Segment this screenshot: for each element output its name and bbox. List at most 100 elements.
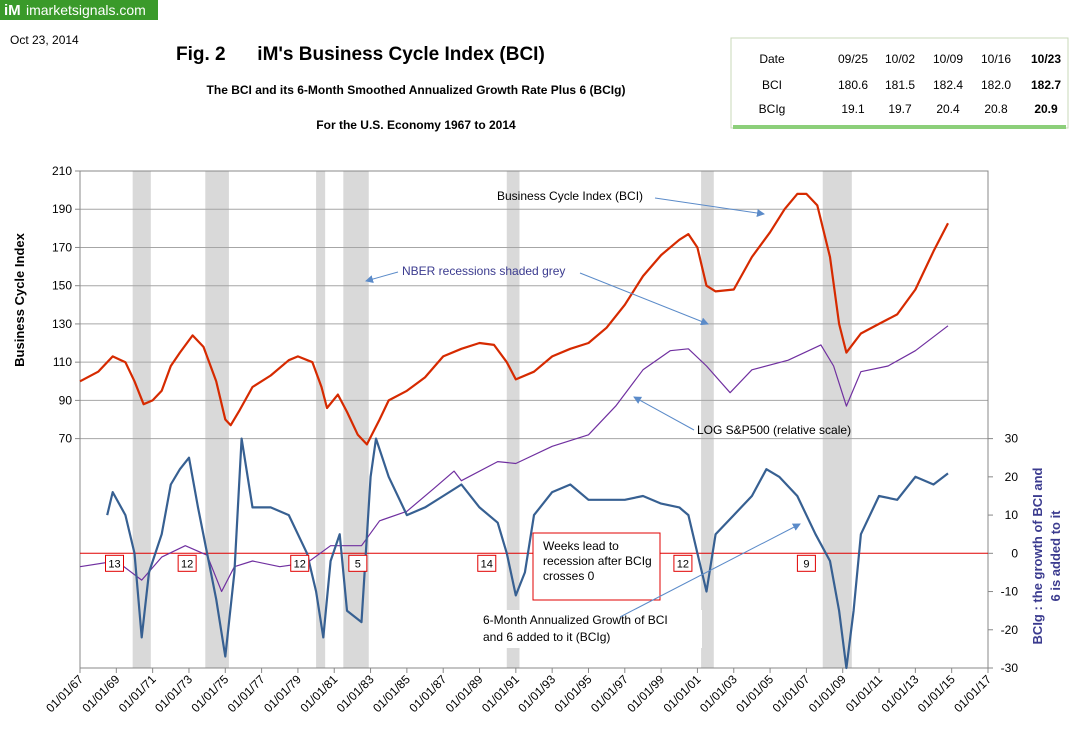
lead-box bbox=[532, 532, 661, 601]
x-tick-label: 01/01/07 bbox=[770, 672, 813, 715]
recession-band bbox=[132, 171, 151, 668]
annotation: Weeks lead to bbox=[543, 539, 619, 553]
x-tick-label: 01/01/77 bbox=[225, 672, 268, 715]
y-tick-label: 90 bbox=[59, 393, 73, 407]
date: Oct 23, 2014 bbox=[10, 33, 79, 47]
x-tick-label: 01/01/13 bbox=[879, 672, 922, 715]
y-tick-label: 190 bbox=[52, 202, 72, 216]
annotation: and 6 added to it (BCIg) bbox=[483, 630, 610, 644]
table-cell: 181.5 bbox=[885, 78, 915, 92]
x-tick-label: 01/01/01 bbox=[661, 672, 704, 715]
table-cell: 182.4 bbox=[933, 78, 963, 92]
lead-label-box bbox=[796, 554, 816, 572]
y2-tick-label: 20 bbox=[1005, 470, 1019, 484]
annotation: crosses 0 bbox=[543, 569, 595, 583]
table-header: Date bbox=[759, 52, 785, 66]
series-line bbox=[106, 437, 949, 670]
recession-band bbox=[506, 171, 520, 668]
recession-band bbox=[205, 171, 229, 668]
arrow bbox=[365, 271, 399, 283]
x-tick-label: 01/01/89 bbox=[443, 672, 486, 715]
y2-tick-label: -10 bbox=[1001, 585, 1019, 599]
table-cell: 182.7 bbox=[1031, 78, 1061, 92]
label-bg bbox=[480, 610, 702, 648]
lead-label: 12 bbox=[181, 558, 193, 570]
recession-band bbox=[316, 171, 326, 668]
table-cell: 20.4 bbox=[936, 102, 960, 116]
arrow bbox=[619, 523, 801, 618]
y-tick-label: 150 bbox=[52, 279, 72, 293]
x-tick-label: 01/01/15 bbox=[915, 672, 958, 715]
y-tick-label: 210 bbox=[52, 164, 72, 178]
annotation: recession after BCIg bbox=[543, 554, 652, 568]
table-header: 10/23 bbox=[1031, 52, 1061, 66]
lead-label-box bbox=[348, 554, 368, 572]
x-tick-label: 01/01/85 bbox=[370, 672, 413, 715]
x-tick-label: 01/01/09 bbox=[806, 672, 849, 715]
lead-label-box bbox=[177, 554, 197, 572]
y2-tick-label: -20 bbox=[1001, 623, 1019, 637]
table-cell: 20.9 bbox=[1034, 102, 1058, 116]
x-tick-label: 01/01/87 bbox=[406, 672, 449, 715]
table-header: 10/09 bbox=[933, 52, 963, 66]
annotation: NBER recessions shaded grey bbox=[402, 264, 565, 278]
x-tick-label: 01/01/91 bbox=[479, 672, 522, 715]
annotations: Business Cycle Index (BCI) NBER recessio… bbox=[365, 189, 851, 648]
recession-band bbox=[701, 171, 714, 668]
logo-mark: iM bbox=[4, 2, 21, 19]
x-tick-label: 01/01/75 bbox=[188, 672, 231, 715]
x-tick-label: 01/01/67 bbox=[43, 672, 86, 715]
y-tick-label: 70 bbox=[59, 432, 73, 446]
lead-label: 9 bbox=[803, 558, 809, 570]
table-cell: 182.0 bbox=[981, 78, 1011, 92]
logo-bg bbox=[0, 0, 158, 20]
lead-label: 14 bbox=[481, 558, 493, 570]
x-tick-label: 01/01/95 bbox=[552, 672, 595, 715]
lead-label: 13 bbox=[108, 558, 120, 570]
arrow bbox=[579, 272, 709, 326]
table-cell: BCIg bbox=[759, 102, 786, 116]
x-tick-label: 01/01/03 bbox=[697, 672, 740, 715]
table: Date 09/25 10/02 10/09 10/16 10/23 BCI 180.6 181… bbox=[759, 52, 1062, 116]
x-tick-label: 01/01/11 bbox=[843, 672, 886, 715]
subtitle: The BCI and its 6-Month Smoothed Annuali… bbox=[207, 83, 626, 97]
table-cell: 180.6 bbox=[838, 78, 868, 92]
table-cell: 20.8 bbox=[984, 102, 1008, 116]
annotation: 6-Month Annualized Growth of BCI bbox=[483, 613, 668, 627]
y2-tick-label: 10 bbox=[1005, 508, 1019, 522]
table-cell: 19.1 bbox=[841, 102, 865, 116]
x-tick-label: 01/01/71 bbox=[116, 672, 159, 715]
annotation: LOG S&P500 (relative scale) bbox=[697, 423, 851, 437]
y-tick-label: 130 bbox=[52, 317, 72, 331]
lead-label-box bbox=[673, 554, 693, 572]
table-header: 09/25 bbox=[838, 52, 868, 66]
table-cell: 19.7 bbox=[888, 102, 912, 116]
x-tick-label: 01/01/99 bbox=[624, 672, 667, 715]
table-header: 10/16 bbox=[981, 52, 1011, 66]
y-tick-label: 110 bbox=[53, 355, 72, 369]
y2-axis-label: 6 is added to it bbox=[1048, 510, 1063, 602]
table-box bbox=[730, 37, 1069, 129]
lead-label-box bbox=[290, 554, 310, 572]
lead-label: 12 bbox=[677, 558, 689, 570]
table-cell: BCI bbox=[762, 78, 782, 92]
y-axis-label: Business Cycle Index bbox=[12, 232, 27, 366]
x-tick-label: 01/01/05 bbox=[733, 672, 776, 715]
lead-label-box bbox=[477, 554, 497, 572]
recession-band bbox=[822, 171, 852, 668]
x-tick-label: 01/01/81 bbox=[297, 672, 340, 715]
logo-site: imarketsignals.com bbox=[26, 2, 146, 18]
x-tick-label: 01/01/73 bbox=[152, 672, 195, 715]
lead-label-box bbox=[105, 554, 125, 572]
lead-label: 5 bbox=[355, 558, 361, 570]
lead-label: 12 bbox=[294, 558, 306, 570]
series-line bbox=[79, 192, 949, 446]
x-tick-label: 01/01/93 bbox=[515, 672, 558, 715]
x-tick-label: 01/01/97 bbox=[588, 672, 631, 715]
y2-tick-label: 30 bbox=[1005, 432, 1019, 446]
plot-frame bbox=[79, 170, 989, 669]
y-tick-label: 170 bbox=[52, 240, 72, 254]
table-header: 10/02 bbox=[885, 52, 915, 66]
recession-band bbox=[343, 171, 369, 668]
x-tick-label: 01/01/17 bbox=[951, 672, 994, 715]
